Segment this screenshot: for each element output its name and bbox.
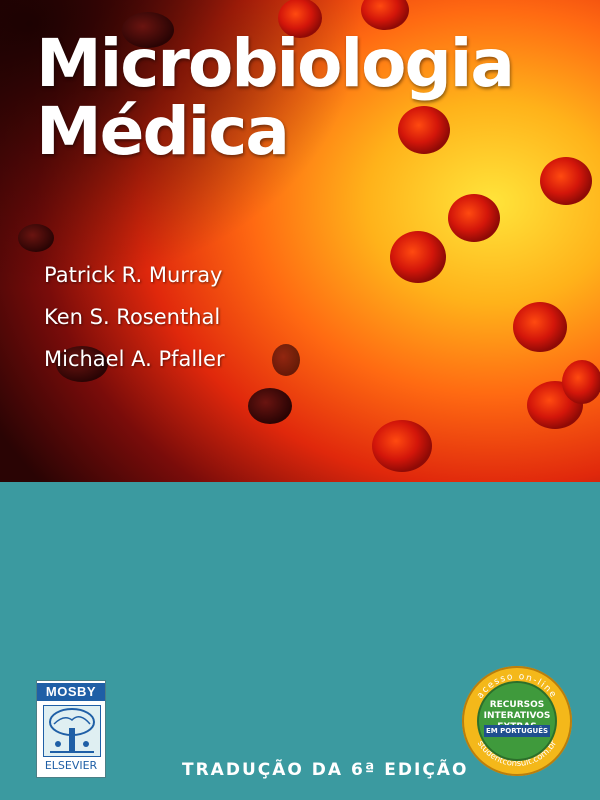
author-name: Michael A. Pfaller <box>44 347 225 371</box>
online-access-badge: acesso on-line studentconsult.com.br REC… <box>462 666 572 776</box>
badge-line: INTERATIVOS <box>483 711 551 721</box>
title-line-1: Microbiologia <box>36 25 515 102</box>
author-name: Ken S. Rosenthal <box>44 305 221 329</box>
cover-artwork <box>0 0 600 482</box>
elsevier-wordmark: ELSEVIER <box>44 759 98 772</box>
bacteria-culture-image <box>0 0 600 482</box>
mosby-wordmark: MOSBY <box>37 683 105 701</box>
edition-label: TRADUÇÃO DA 6ª EDIÇÃO <box>182 760 469 780</box>
book-title: Microbiologia Médica <box>36 25 515 170</box>
badge-ribbon: EM PORTUGUÊS <box>484 725 550 737</box>
author-name: Patrick R. Murray <box>44 263 223 287</box>
author-list: Patrick R. Murray Ken S. Rosenthal Micha… <box>44 262 225 388</box>
badge-center <box>479 683 555 759</box>
bacteria-cells <box>18 0 600 472</box>
title-line-2: Médica <box>36 93 290 170</box>
elsevier-tree-icon <box>43 705 101 757</box>
badge-line: RECURSOS <box>489 700 545 710</box>
publisher-logo: MOSBY ELSEVIER <box>36 680 106 778</box>
